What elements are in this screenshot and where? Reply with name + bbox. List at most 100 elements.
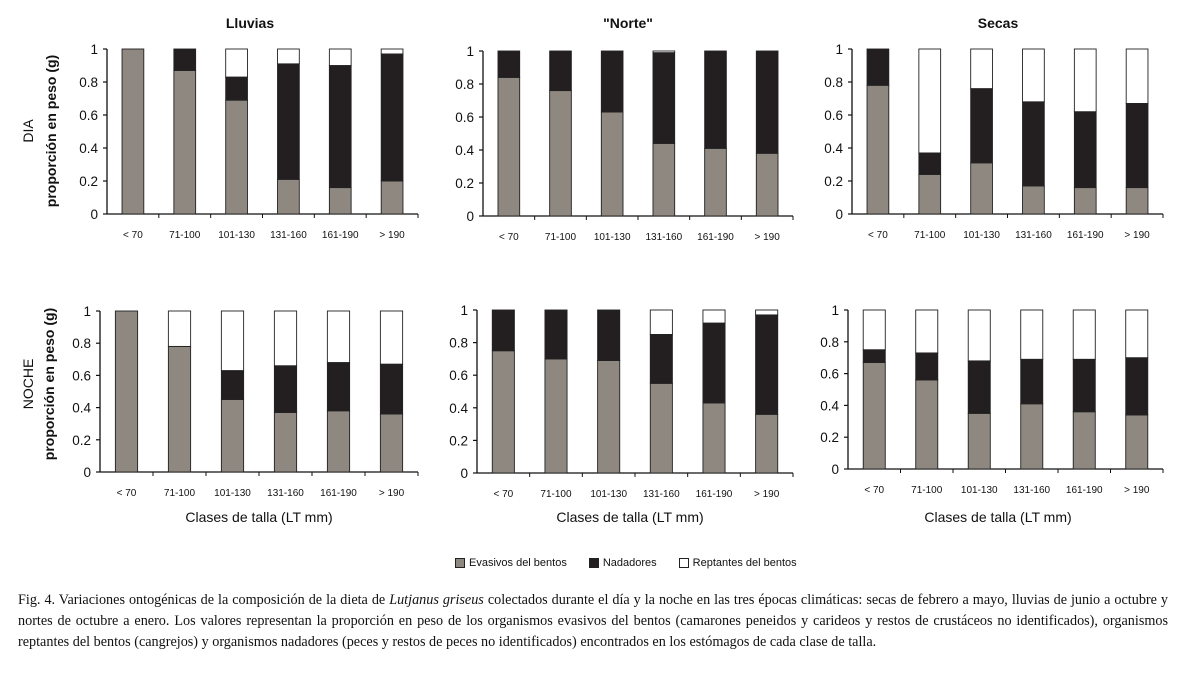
bar-segment-reptantes-del-bentos	[702, 309, 726, 324]
bar-segment-reptantes-del-bentos	[652, 50, 676, 54]
bar-segment-evasivos-del-bentos	[273, 411, 298, 473]
y-tick-label: 0.4	[72, 401, 91, 416]
bar-segment-reptantes-del-bentos	[273, 310, 298, 367]
panel-title-2: Secas	[978, 15, 1019, 31]
y-tick-label: 0.8	[455, 77, 474, 92]
x-tick-label: > 190	[754, 489, 780, 500]
bar-segment-nadadores	[755, 50, 779, 154]
y-tick-label: 0.4	[449, 401, 468, 416]
figure-caption: Fig. 4. Variaciones ontogénicas de la co…	[18, 590, 1168, 653]
y-tick-label: 0.8	[824, 75, 843, 90]
bar-segment-nadadores	[380, 53, 404, 182]
bar-segment-reptantes-del-bentos	[1073, 48, 1097, 113]
bar-segment-evasivos-del-bentos	[755, 152, 779, 217]
bar-segment-evasivos-del-bentos	[379, 413, 404, 473]
x-tick-label: < 70	[493, 489, 513, 500]
bar-segment-reptantes-del-bentos	[970, 48, 993, 90]
y-tick-label: 0.4	[455, 143, 474, 158]
y-tick-label: 0.8	[79, 75, 98, 90]
y-tick-label: 0.8	[72, 336, 91, 351]
y-tick-label: 0	[835, 207, 843, 222]
x-tick-label: < 70	[864, 485, 884, 496]
x-tick-label: 71-100	[911, 485, 943, 496]
bar-segment-nadadores	[1020, 358, 1044, 405]
bar-segment-nadadores	[544, 309, 568, 360]
x-tick-label: 161-190	[696, 489, 733, 500]
x-tick-label: 101-130	[590, 489, 627, 500]
y-axis-label: proporción en peso (g)	[41, 308, 57, 460]
y-tick-label: 1	[90, 42, 98, 57]
bar-segment-reptantes-del-bentos	[918, 48, 942, 154]
bar-segment-nadadores	[704, 50, 727, 149]
bar-segment-nadadores	[497, 50, 521, 78]
bar-segment-nadadores	[1073, 111, 1097, 189]
x-tick-label: < 70	[499, 232, 519, 243]
y-tick-label: 1	[831, 303, 839, 318]
x-axis-label: Clases de talla (LT mm)	[924, 509, 1071, 525]
bar-segment-nadadores	[970, 88, 993, 164]
x-tick-label: 131-160	[270, 230, 307, 241]
legend-swatch-evasivos	[455, 558, 465, 568]
panel-4: 0 0.2 0.4 0.6 0.8 1 < 70 71-100 101-130 131-160 16…	[449, 303, 794, 500]
bar-segment-nadadores	[220, 370, 245, 401]
legend-item-reptantes: Reptantes del bentos	[678, 557, 797, 569]
x-tick-label: 131-160	[1015, 230, 1052, 241]
bar-segment-reptantes-del-bentos	[1125, 48, 1149, 104]
x-tick-label: > 190	[379, 230, 405, 241]
y-tick-label: 0.4	[820, 398, 839, 413]
bar-segment-nadadores	[755, 314, 779, 415]
y-tick-label: 0.2	[820, 430, 839, 445]
bar-segment-nadadores	[600, 50, 624, 113]
bar-segment-reptantes-del-bentos	[326, 310, 351, 363]
bar-segment-reptantes-del-bentos	[225, 48, 248, 78]
legend-label-evasivos: Evasivos del bentos	[469, 557, 567, 569]
bar-segment-nadadores	[1125, 102, 1149, 189]
bar-segment-evasivos-del-bentos	[1073, 187, 1097, 215]
legend: Evasivos del bentos Nadadores Reptantes …	[455, 557, 797, 569]
bar-segment-nadadores	[273, 365, 298, 413]
bar-segment-evasivos-del-bentos	[220, 399, 245, 473]
bar-segment-nadadores	[649, 334, 673, 384]
bar-segment-reptantes-del-bentos	[915, 309, 939, 354]
bar-segment-evasivos-del-bentos	[544, 358, 568, 474]
y-tick-label: 0.6	[72, 368, 91, 383]
bar-segment-evasivos-del-bentos	[1125, 187, 1149, 215]
panel-3: 0 0.2 0.4 0.6 0.8 1 < 70 71-100 101-130 131-160 16…	[72, 304, 419, 499]
bar-segment-nadadores	[915, 352, 939, 381]
x-tick-label: < 70	[868, 230, 888, 241]
bar-segment-reptantes-del-bentos	[967, 309, 991, 362]
bar-segment-evasivos-del-bentos	[1072, 411, 1096, 470]
x-tick-label: 101-130	[214, 488, 251, 499]
bar-segment-nadadores	[1072, 358, 1096, 413]
y-tick-label: 1	[466, 44, 474, 59]
bar-segment-nadadores	[862, 349, 886, 363]
bar-segment-evasivos-del-bentos	[649, 382, 673, 474]
x-tick-label: 161-190	[1066, 485, 1103, 496]
bar-segment-reptantes-del-bentos	[380, 48, 404, 55]
y-tick-label: 0.6	[824, 108, 843, 123]
figure-panels: Lluvias "Norte" Secas 0 0.2 0.4 0.6 0.8 1 < 70 71…	[20, 15, 1164, 525]
bar-segment-reptantes-del-bentos	[328, 48, 352, 66]
bar-segment-nadadores	[277, 63, 300, 180]
x-tick-label: 131-160	[1013, 485, 1050, 496]
legend-swatch-nadadores	[588, 558, 599, 568]
bar-segment-evasivos-del-bentos	[167, 345, 192, 473]
bar-segment-evasivos-del-bentos	[970, 162, 993, 215]
x-tick-label: > 190	[1124, 230, 1150, 241]
bar-segment-evasivos-del-bentos	[277, 178, 300, 215]
bar-segment-reptantes-del-bentos	[862, 309, 886, 351]
bar-segment-nadadores	[326, 362, 351, 412]
x-tick-label: 101-130	[963, 230, 1000, 241]
legend-swatch-reptantes	[678, 558, 689, 568]
bar-segment-evasivos-del-bentos	[702, 402, 726, 474]
bar-segment-evasivos-del-bentos	[121, 48, 145, 215]
caption-part1: Fig. 4. Variaciones ontogénicas de la co…	[18, 592, 390, 608]
bar-segment-evasivos-del-bentos	[497, 76, 521, 217]
legend-label-nadadores: Nadadores	[602, 557, 657, 569]
caption-part2: colectados durante el día y la noche en …	[18, 592, 1168, 650]
bar-segment-evasivos-del-bentos	[918, 173, 942, 215]
bar-segment-evasivos-del-bentos	[491, 350, 515, 474]
panel-title-0: Lluvias	[226, 15, 274, 31]
y-tick-label: 0.4	[79, 141, 98, 156]
bar-segment-evasivos-del-bentos	[866, 84, 890, 215]
